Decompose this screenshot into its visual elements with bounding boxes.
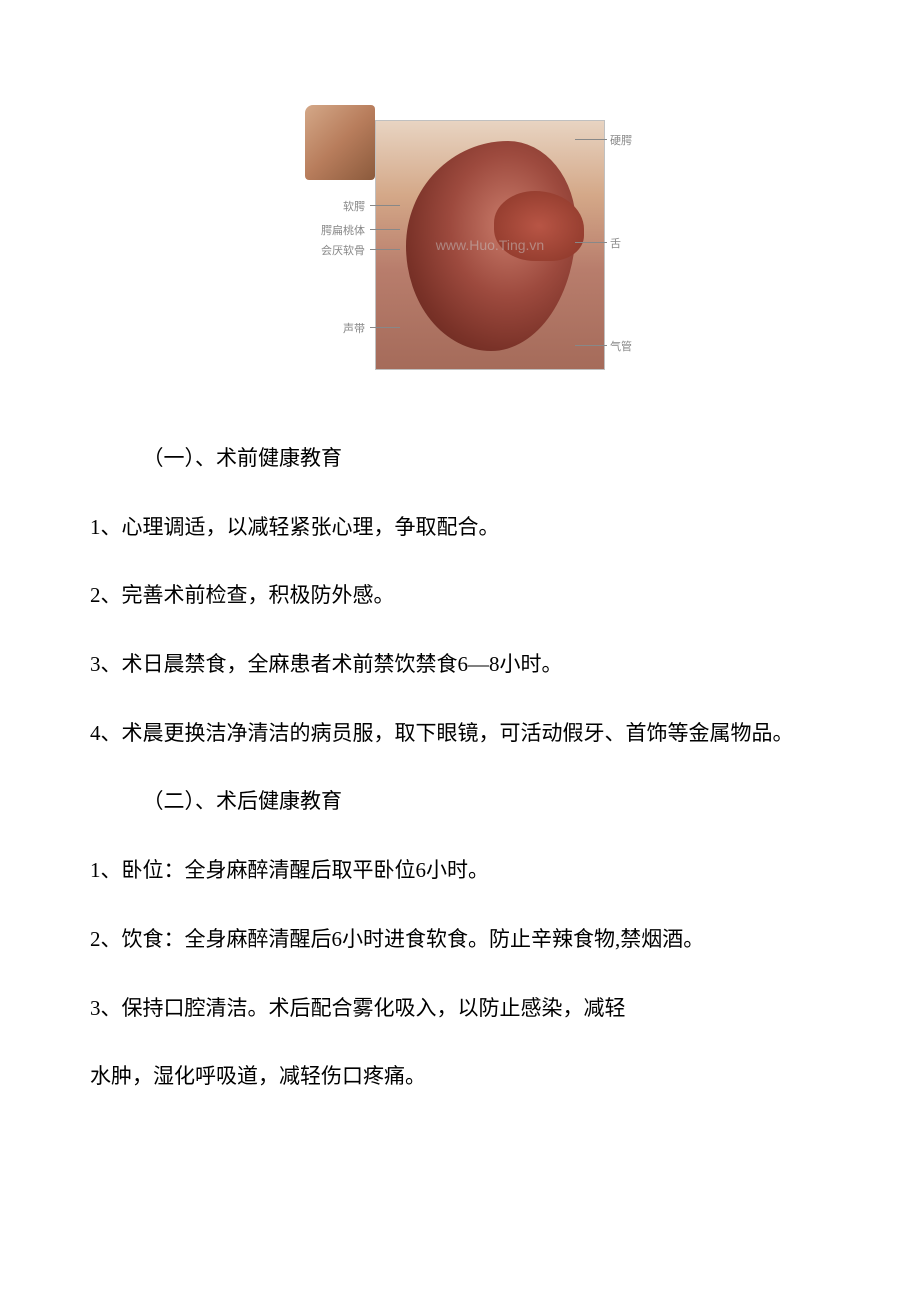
section-heading: （一）、术前健康教育 (90, 430, 830, 487)
diagram-label-right: 硬腭 (610, 132, 632, 148)
diagram-head-inset (305, 105, 375, 180)
list-item: 1、心理调适，以减轻紧张心理，争取配合。 (90, 499, 830, 556)
list-item-continuation: 水肿，湿化呼吸道，减轻伤口疼痛。 (90, 1048, 830, 1105)
diagram-label-right: 气管 (610, 338, 632, 354)
diagram-leader-line (575, 345, 607, 346)
diagram-leader-line (370, 249, 400, 250)
section-heading: （二）、术后健康教育 (90, 773, 830, 830)
list-item: 2、完善术前检查，积极防外感。 (90, 567, 830, 624)
list-item: 1、卧位：全身麻醉清醒后取平卧位6小时。 (90, 842, 830, 899)
diagram-label-left: 软腭 (343, 198, 365, 214)
diagram-main-view: www.Huo.Ting.vn (375, 120, 605, 370)
diagram-leader-line (370, 229, 400, 230)
diagram-label-left: 腭扁桃体 (321, 222, 365, 238)
diagram-leader-line (575, 242, 607, 243)
diagram-leader-line (370, 205, 400, 206)
list-item: 3、保持口腔清洁。术后配合雾化吸入，以防止感染，减轻 (90, 980, 830, 1037)
list-item: 4、术晨更换洁净清洁的病员服，取下眼镜，可活动假牙、首饰等金属物品。 (90, 705, 830, 762)
diagram-label-right: 舌 (610, 235, 621, 251)
list-item: 2、饮食：全身麻醉清醒后6小时进食软食。防止辛辣食物,禁烟酒。 (90, 911, 830, 968)
diagram-leader-line (370, 327, 400, 328)
anatomy-diagram: www.Huo.Ting.vn 软腭腭扁桃体会厌软骨声带硬腭舌气管 (295, 100, 625, 380)
document-text-content: （一）、术前健康教育 1、心理调适，以减轻紧张心理，争取配合。 2、完善术前检查，积… (90, 430, 830, 1105)
diagram-leader-line (575, 139, 607, 140)
list-item: 3、术日晨禁食，全麻患者术前禁饮禁食6—8小时。 (90, 636, 830, 693)
diagram-label-left: 声带 (343, 320, 365, 336)
anatomy-diagram-container: www.Huo.Ting.vn 软腭腭扁桃体会厌软骨声带 硬腭舌气管 (90, 100, 830, 380)
diagram-label-left: 会厌软骨 (321, 242, 365, 258)
